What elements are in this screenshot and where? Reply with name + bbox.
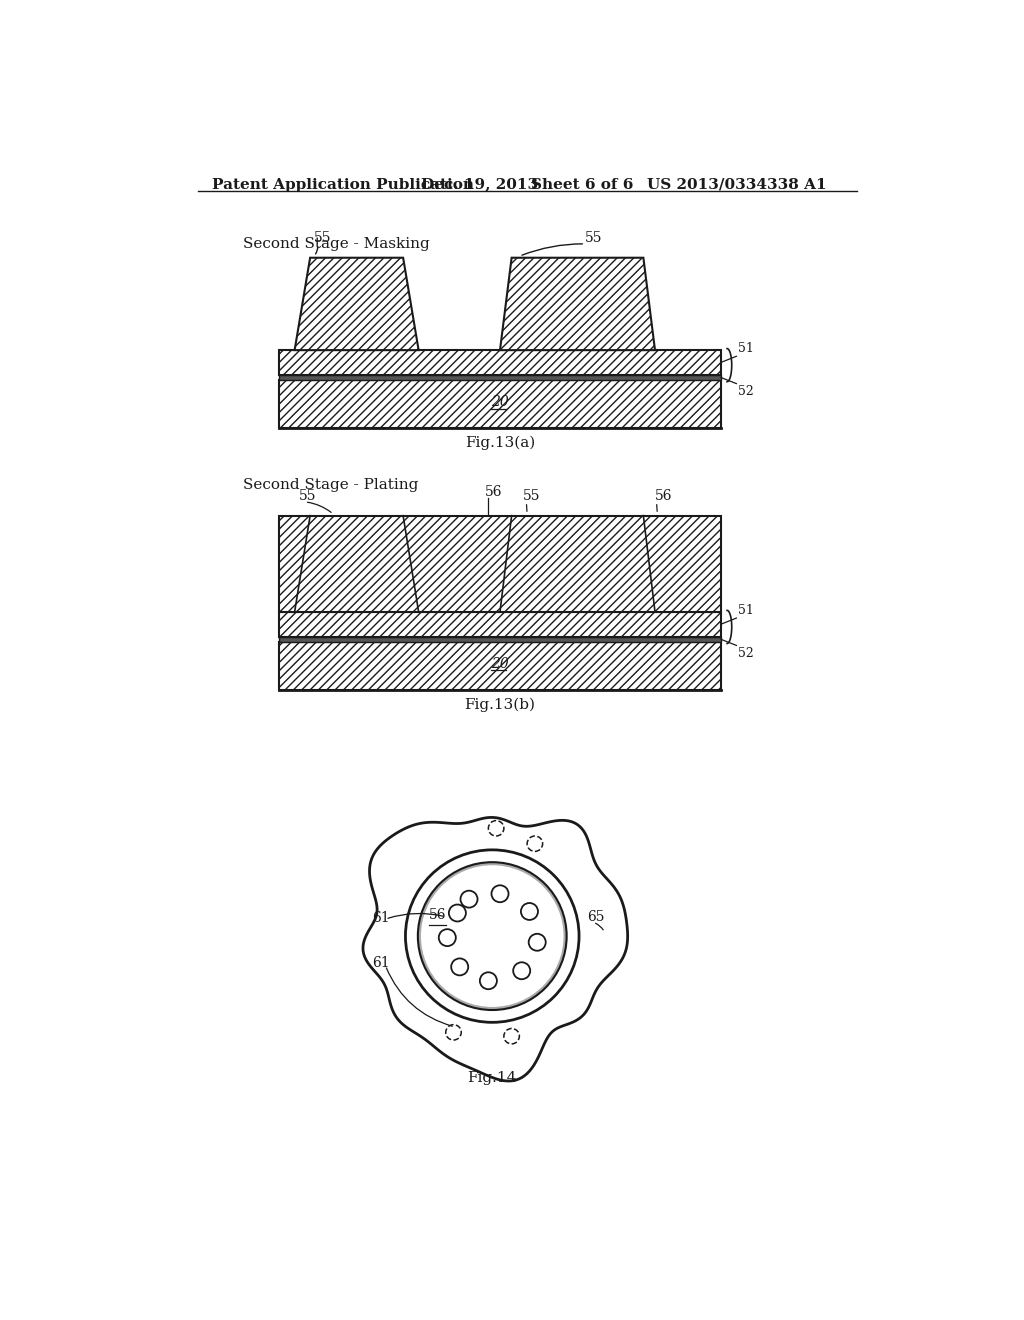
Text: Fig.13(b): Fig.13(b): [465, 697, 536, 711]
Text: 61: 61: [372, 911, 390, 925]
Text: Dec. 19, 2013: Dec. 19, 2013: [421, 178, 538, 191]
Polygon shape: [362, 817, 628, 1081]
Polygon shape: [500, 257, 655, 350]
Text: 56: 56: [655, 490, 673, 503]
Circle shape: [504, 1028, 519, 1044]
Circle shape: [513, 962, 530, 979]
Bar: [280, 636, 721, 642]
Text: 51: 51: [738, 603, 754, 616]
Circle shape: [521, 903, 538, 920]
Text: 65: 65: [587, 909, 604, 924]
Text: 56: 56: [429, 908, 446, 923]
Bar: [280, 642, 721, 689]
Circle shape: [406, 850, 579, 1022]
Text: Second Stage - Masking: Second Stage - Masking: [243, 238, 429, 251]
Circle shape: [480, 973, 497, 989]
Text: 52: 52: [738, 647, 754, 660]
Circle shape: [492, 886, 509, 903]
Circle shape: [527, 836, 543, 851]
Text: 20: 20: [492, 396, 509, 409]
Text: 52: 52: [738, 385, 754, 399]
Text: Second Stage - Plating: Second Stage - Plating: [243, 478, 418, 492]
Circle shape: [421, 866, 563, 1007]
Polygon shape: [295, 257, 419, 350]
Bar: [280, 380, 721, 428]
Text: 55: 55: [299, 490, 316, 503]
Circle shape: [528, 933, 546, 950]
Text: 20: 20: [492, 657, 509, 672]
Text: US 2013/0334338 A1: US 2013/0334338 A1: [647, 178, 826, 191]
Bar: [280, 375, 721, 380]
Text: 55: 55: [314, 231, 332, 246]
Text: 56: 56: [484, 486, 502, 499]
Circle shape: [449, 904, 466, 921]
Text: 51: 51: [738, 342, 754, 355]
Circle shape: [445, 1024, 461, 1040]
Text: Fig.14: Fig.14: [468, 1072, 517, 1085]
Circle shape: [488, 821, 504, 836]
Circle shape: [461, 891, 477, 908]
Circle shape: [418, 862, 566, 1010]
Bar: [280, 516, 721, 612]
Text: Patent Application Publication: Patent Application Publication: [212, 178, 474, 191]
Text: Fig.13(a): Fig.13(a): [465, 436, 536, 450]
Circle shape: [438, 929, 456, 946]
Text: 61: 61: [372, 956, 390, 970]
Text: 55: 55: [586, 231, 603, 246]
Bar: [280, 612, 721, 636]
Text: Sheet 6 of 6: Sheet 6 of 6: [531, 178, 634, 191]
Bar: [280, 350, 721, 375]
Text: 55: 55: [523, 490, 541, 503]
Circle shape: [452, 958, 468, 975]
